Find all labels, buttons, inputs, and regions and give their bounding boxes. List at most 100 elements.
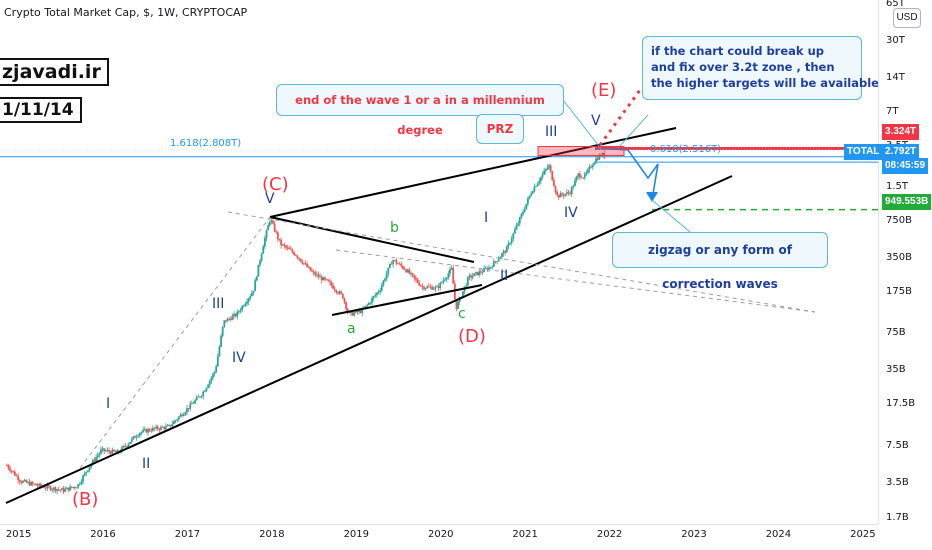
candle-body <box>431 286 434 290</box>
candle-group <box>5 150 606 495</box>
time-axis-border <box>0 524 878 525</box>
candle-body <box>304 263 307 265</box>
candle-body <box>535 186 537 188</box>
candle-body <box>588 166 591 170</box>
x-tick-label: 2023 <box>681 529 707 540</box>
candle-body <box>244 303 247 306</box>
candle-body <box>301 261 304 264</box>
last-price-tag: 2.792T <box>882 144 920 160</box>
candle-body <box>51 489 54 491</box>
wave-iv2: IV <box>564 205 578 221</box>
candle-body <box>549 165 552 172</box>
y-tick-label: 1.7B <box>886 511 909 523</box>
projection-down-arrow <box>646 192 658 202</box>
candle-body <box>333 288 336 291</box>
candle-body <box>103 448 106 451</box>
candle-body <box>387 267 390 274</box>
candle-body <box>74 487 76 488</box>
candle-body <box>93 459 96 462</box>
wave-ii1: II <box>142 456 150 472</box>
candle-body <box>80 481 83 484</box>
candle-body <box>512 233 515 239</box>
candle-body <box>30 482 33 486</box>
currency-button[interactable]: USD <box>893 8 921 28</box>
candle-body <box>140 431 143 434</box>
wave-v1: V <box>265 191 275 207</box>
candle-body <box>574 180 576 187</box>
candle-body <box>109 451 112 454</box>
candle-body <box>161 426 164 428</box>
candle-body <box>134 436 136 438</box>
projection-up-path[interactable] <box>598 89 642 146</box>
candle-body <box>251 293 253 297</box>
candle-body <box>418 282 421 286</box>
candle-body <box>202 391 205 397</box>
candle-body <box>374 295 377 297</box>
candle-body <box>280 239 283 246</box>
candle-body <box>598 155 601 160</box>
projection-down-path[interactable] <box>594 147 659 201</box>
candle-body <box>484 268 487 270</box>
x-tick-label: 2025 <box>850 529 876 540</box>
dashed-fan-2[interactable] <box>335 249 816 313</box>
candle-body <box>325 279 328 281</box>
candle-body <box>442 280 445 283</box>
dashed-fan-1[interactable] <box>227 211 816 313</box>
candle-body <box>340 291 343 294</box>
candle-body <box>382 280 385 286</box>
candle-body <box>67 487 70 491</box>
candle-body <box>260 253 263 261</box>
upper-trendline[interactable] <box>269 127 677 218</box>
candle-body <box>238 311 240 313</box>
signature-site: zjavadi.ir <box>0 58 109 86</box>
candle-body <box>343 298 346 303</box>
candle-body <box>46 485 49 489</box>
candle-body <box>319 276 321 278</box>
candle-body <box>270 220 273 222</box>
candle-body <box>601 153 604 157</box>
b-to-c-trendline[interactable] <box>269 216 475 263</box>
candle-body <box>22 481 24 483</box>
series-name-tag: TOTAL <box>844 144 883 160</box>
candle-body <box>241 306 244 311</box>
candle-body <box>174 420 177 422</box>
candle-body <box>531 191 534 194</box>
x-tick-label: 2018 <box>259 529 285 540</box>
candle-body <box>26 481 29 483</box>
candle-body <box>380 285 383 291</box>
candle-body <box>327 279 330 282</box>
candle-body <box>95 457 97 462</box>
lower-trendline[interactable] <box>5 175 733 504</box>
candle-body <box>145 429 148 433</box>
candle-body <box>57 489 60 491</box>
a-base-line[interactable] <box>331 284 483 316</box>
wave-B: (B) <box>72 489 98 510</box>
candle-body <box>405 269 408 273</box>
candle-body <box>263 237 266 247</box>
candle-body <box>385 273 388 279</box>
candle-body <box>466 277 469 286</box>
candle-body <box>468 275 471 278</box>
candle-body <box>356 310 359 313</box>
candle-body <box>570 187 573 195</box>
dashed-rise[interactable] <box>79 216 271 469</box>
candle-body <box>406 269 409 273</box>
candle-body <box>575 176 578 181</box>
fib-upper-label: 1.618(2.808T) <box>170 138 241 149</box>
candle-body <box>481 271 484 273</box>
candle-body <box>369 302 372 304</box>
y-tick-label: 35B <box>886 364 906 376</box>
candle-body <box>62 488 65 492</box>
candle-body <box>596 158 599 160</box>
candle-body <box>184 412 187 415</box>
candle-body <box>236 311 239 317</box>
candle-body <box>285 245 287 248</box>
candle-body <box>122 445 125 448</box>
candle-body <box>518 217 521 224</box>
candle-body <box>488 267 490 271</box>
candle-body <box>124 445 127 447</box>
wave-i1: I <box>106 396 110 412</box>
candle-body <box>507 243 510 247</box>
candle-body <box>23 480 26 482</box>
